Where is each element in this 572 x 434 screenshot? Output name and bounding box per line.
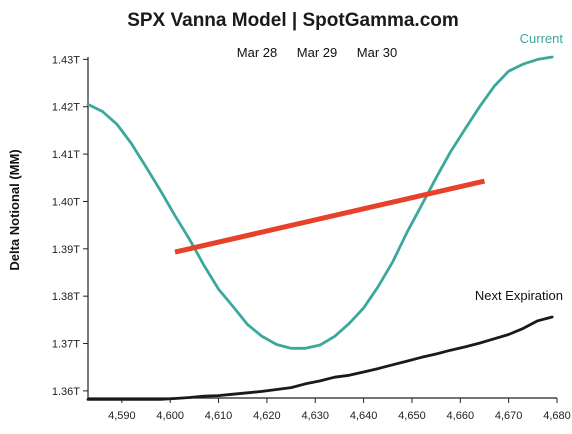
axes bbox=[83, 57, 558, 403]
x-tick-label: 4,590 bbox=[108, 410, 136, 422]
date-label-mar-29: Mar 29 bbox=[297, 45, 337, 60]
series-current-line bbox=[86, 55, 554, 350]
y-tick-label: 1.37T bbox=[52, 339, 80, 351]
series-label-current: Current bbox=[520, 31, 564, 46]
x-tick-label: 4,650 bbox=[398, 410, 426, 422]
x-tick-label: 4,600 bbox=[156, 410, 184, 422]
x-tick-label: 4,660 bbox=[447, 410, 475, 422]
date-label-mar-28: Mar 28 bbox=[237, 45, 277, 60]
y-tick-label: 1.39T bbox=[52, 244, 80, 256]
y-tick-label: 1.42T bbox=[52, 102, 80, 114]
y-tick-label: 1.40T bbox=[52, 196, 80, 208]
y-tick-label: 1.43T bbox=[52, 54, 80, 66]
x-tick-label: 4,630 bbox=[301, 410, 329, 422]
chart-title: SPX Vanna Model | SpotGamma.com bbox=[127, 10, 459, 31]
y-tick-label: 1.36T bbox=[52, 386, 80, 398]
x-tick-label: 4,640 bbox=[350, 410, 378, 422]
series-trend-line bbox=[174, 178, 486, 255]
x-tick-label: 4,620 bbox=[253, 410, 281, 422]
y-axis-label: Delta Notional (MM) bbox=[7, 149, 22, 270]
x-tick-label: 4,610 bbox=[205, 410, 233, 422]
series-label-next-expiration: Next Expiration bbox=[475, 288, 563, 303]
x-tick-label: 4,670 bbox=[495, 410, 523, 422]
date-label-mar-30: Mar 30 bbox=[357, 45, 397, 60]
y-tick-label: 1.41T bbox=[52, 149, 80, 161]
x-tick-label: 4,680 bbox=[543, 410, 571, 422]
series-next-expiration-line bbox=[86, 315, 554, 401]
y-tick-label: 1.38T bbox=[52, 291, 80, 303]
series-lines bbox=[86, 55, 554, 401]
tick-labels: 4,590 4,600 4,610 4,620 4,630 4,640 4,650 4,660… bbox=[52, 54, 571, 422]
